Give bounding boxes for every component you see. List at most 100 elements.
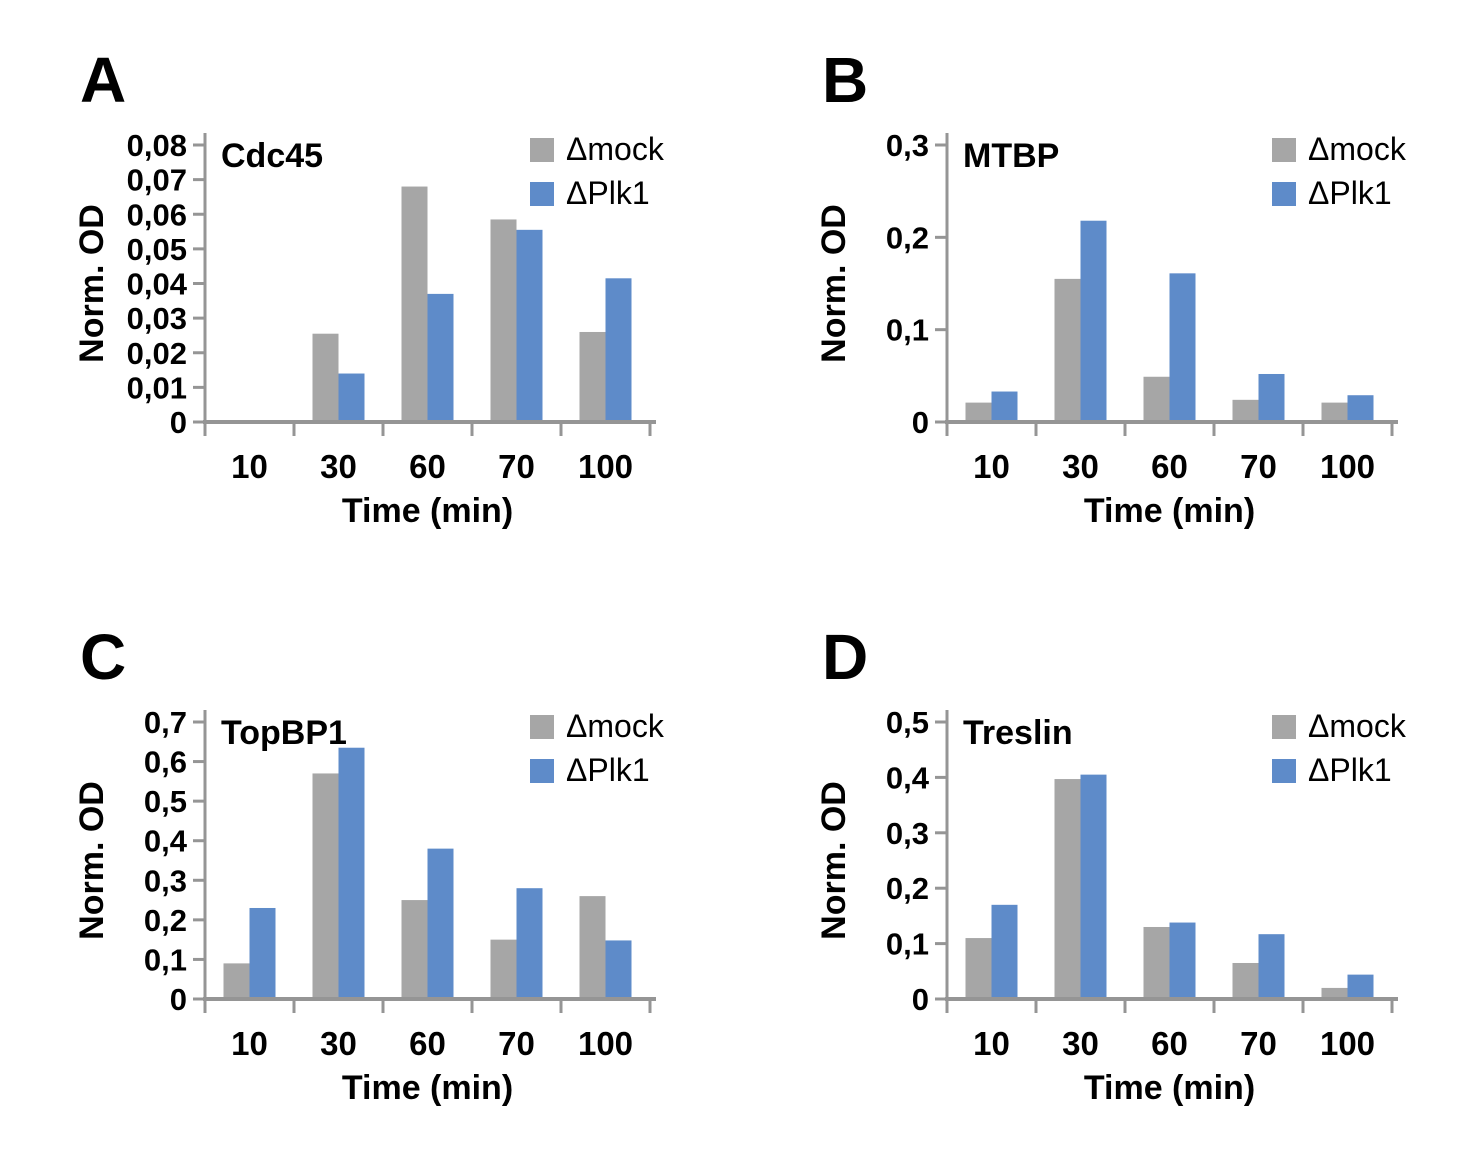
- bar-plk1-30: [338, 747, 365, 999]
- bar-mock-70: [1232, 399, 1259, 422]
- bar-chart-topbp1: 0 0,1 0,2 0,3 0,4 0,5 0,6 0,7 10 30 60 70 100 Time (m…: [73, 705, 665, 1107]
- y-tick-label: 0,5: [886, 705, 929, 740]
- panel-letter-d: D: [822, 621, 869, 693]
- legend-label-plk1: ΔPlk1: [566, 175, 650, 211]
- bar-mock-100: [579, 896, 606, 999]
- x-tick-label: 70: [1240, 1025, 1277, 1062]
- bar-plk1-70: [1258, 373, 1285, 422]
- y-tick-label: 0,1: [144, 942, 187, 977]
- y-tick-label: 0,07: [127, 163, 187, 198]
- x-tick-label: 10: [973, 1025, 1010, 1062]
- bar-mock-30: [312, 333, 339, 422]
- bar-mock-10: [965, 402, 992, 422]
- y-axis-title: Norm. OD: [73, 781, 111, 940]
- y-tick-label: 0,05: [127, 232, 187, 267]
- bar-plk1-100: [1347, 395, 1374, 422]
- bar-mock-60: [1143, 376, 1170, 422]
- y-tick-label: 0,04: [127, 267, 188, 302]
- y-tick-label: 0,3: [886, 128, 929, 163]
- y-tick-label: 0,2: [886, 871, 929, 906]
- bar-mock-100: [1321, 987, 1348, 999]
- y-tick-label: 0,5: [144, 784, 187, 819]
- x-axis-title: Time (min): [1084, 492, 1255, 530]
- y-tick-label: 0,4: [886, 760, 930, 795]
- x-tick-label: 100: [1320, 448, 1375, 485]
- bar-chart-treslin: 0 0,1 0,2 0,3 0,4 0,5 10 30 60 70 100 Time (min) Nor…: [815, 705, 1407, 1107]
- x-tick-label: 100: [578, 448, 633, 485]
- legend-swatch-plk1: [1272, 759, 1296, 783]
- x-tick-label: 30: [320, 1025, 357, 1062]
- bar-mock-70: [490, 219, 517, 422]
- legend-label-mock: Δmock: [1308, 131, 1407, 167]
- y-tick-label: 0,3: [886, 816, 929, 851]
- bar-plk1-30: [1080, 220, 1107, 422]
- y-tick-label: 0: [170, 405, 187, 440]
- bar-chart-cdc45: 00,010,020,030,040,050,060,070,08 10 30 60 7…: [73, 128, 665, 530]
- panel-d: D 0 0,1 0,2 0,3 0,4 0,5 10 30 60 70 100 Time (min) N…: [742, 577, 1484, 1154]
- y-tick-label: 0,06: [127, 197, 187, 232]
- legend-swatch-plk1: [530, 759, 554, 783]
- bar-plk1-30: [338, 373, 365, 422]
- y-tick-label: 0,7: [144, 705, 187, 740]
- x-tick-label: 70: [498, 1025, 535, 1062]
- legend-label-plk1: ΔPlk1: [1308, 752, 1392, 788]
- x-tick-label: 70: [1240, 448, 1277, 485]
- bar-mock-100: [1321, 402, 1348, 422]
- bar-mock-30: [1054, 278, 1081, 422]
- legend-swatch-mock: [1272, 715, 1296, 739]
- legend-label-mock: Δmock: [1308, 708, 1407, 744]
- x-tick-label: 70: [498, 448, 535, 485]
- bar-mock-70: [1232, 962, 1259, 999]
- panel-a: A 0 0,01 0,02 0,03 0,04 0,05 0,06 0,07 0,08 10 30 6…: [0, 0, 742, 577]
- bar-mock-60: [401, 186, 428, 422]
- y-tick-label: 0,02: [127, 336, 187, 371]
- bar-mock-60: [401, 900, 428, 999]
- bar-plk1-10: [249, 907, 276, 999]
- y-tick-label: 0,4: [144, 824, 188, 859]
- bar-plk1-10: [991, 904, 1018, 999]
- legend-swatch-mock: [1272, 138, 1296, 162]
- y-tick-label: 0: [912, 982, 929, 1017]
- x-tick-label: 100: [578, 1025, 633, 1062]
- bar-plk1-60: [427, 293, 454, 422]
- x-axis-title: Time (min): [1084, 1069, 1255, 1107]
- bar-plk1-70: [516, 229, 543, 422]
- bar-plk1-100: [605, 278, 632, 422]
- legend-label-plk1: ΔPlk1: [1308, 175, 1392, 211]
- bar-plk1-70: [516, 888, 543, 999]
- x-tick-label: 60: [1151, 448, 1188, 485]
- y-tick-label: 0,1: [886, 313, 929, 348]
- bar-plk1-100: [1347, 974, 1374, 999]
- bar-mock-10: [223, 963, 250, 999]
- y-axis-title: Norm. OD: [815, 781, 853, 940]
- legend-label-mock: Δmock: [566, 131, 665, 167]
- bar-mock-30: [312, 773, 339, 999]
- legend-label-mock: Δmock: [566, 708, 665, 744]
- bar-plk1-10: [991, 391, 1018, 422]
- bar-mock-60: [1143, 926, 1170, 999]
- y-tick-label: 0,01: [127, 370, 187, 405]
- x-tick-label: 30: [1062, 448, 1099, 485]
- x-tick-label: 10: [973, 448, 1010, 485]
- panel-letter-c: C: [80, 621, 127, 693]
- bar-mock-10: [965, 938, 992, 999]
- y-tick-label: 0,1: [886, 927, 929, 962]
- y-axis-title: Norm. OD: [815, 204, 853, 363]
- legend-swatch-plk1: [1272, 182, 1296, 206]
- bar-plk1-70: [1258, 934, 1285, 999]
- legend-swatch-plk1: [530, 182, 554, 206]
- chart-title: TopBP1: [221, 714, 347, 752]
- legend-swatch-mock: [530, 138, 554, 162]
- bar-plk1-60: [1169, 922, 1196, 999]
- bar-mock-100: [579, 331, 606, 422]
- legend-swatch-mock: [530, 715, 554, 739]
- y-tick-label: 0: [912, 405, 929, 440]
- y-tick-label: 0,08: [127, 128, 187, 163]
- panel-letter-b: B: [822, 44, 869, 116]
- chart-title: MTBP: [963, 137, 1059, 175]
- x-tick-label: 10: [231, 1025, 268, 1062]
- y-tick-label: 0,03: [127, 301, 187, 336]
- x-tick-label: 10: [231, 448, 268, 485]
- x-axis-title: Time (min): [342, 1069, 513, 1107]
- bar-mock-30: [1054, 779, 1081, 999]
